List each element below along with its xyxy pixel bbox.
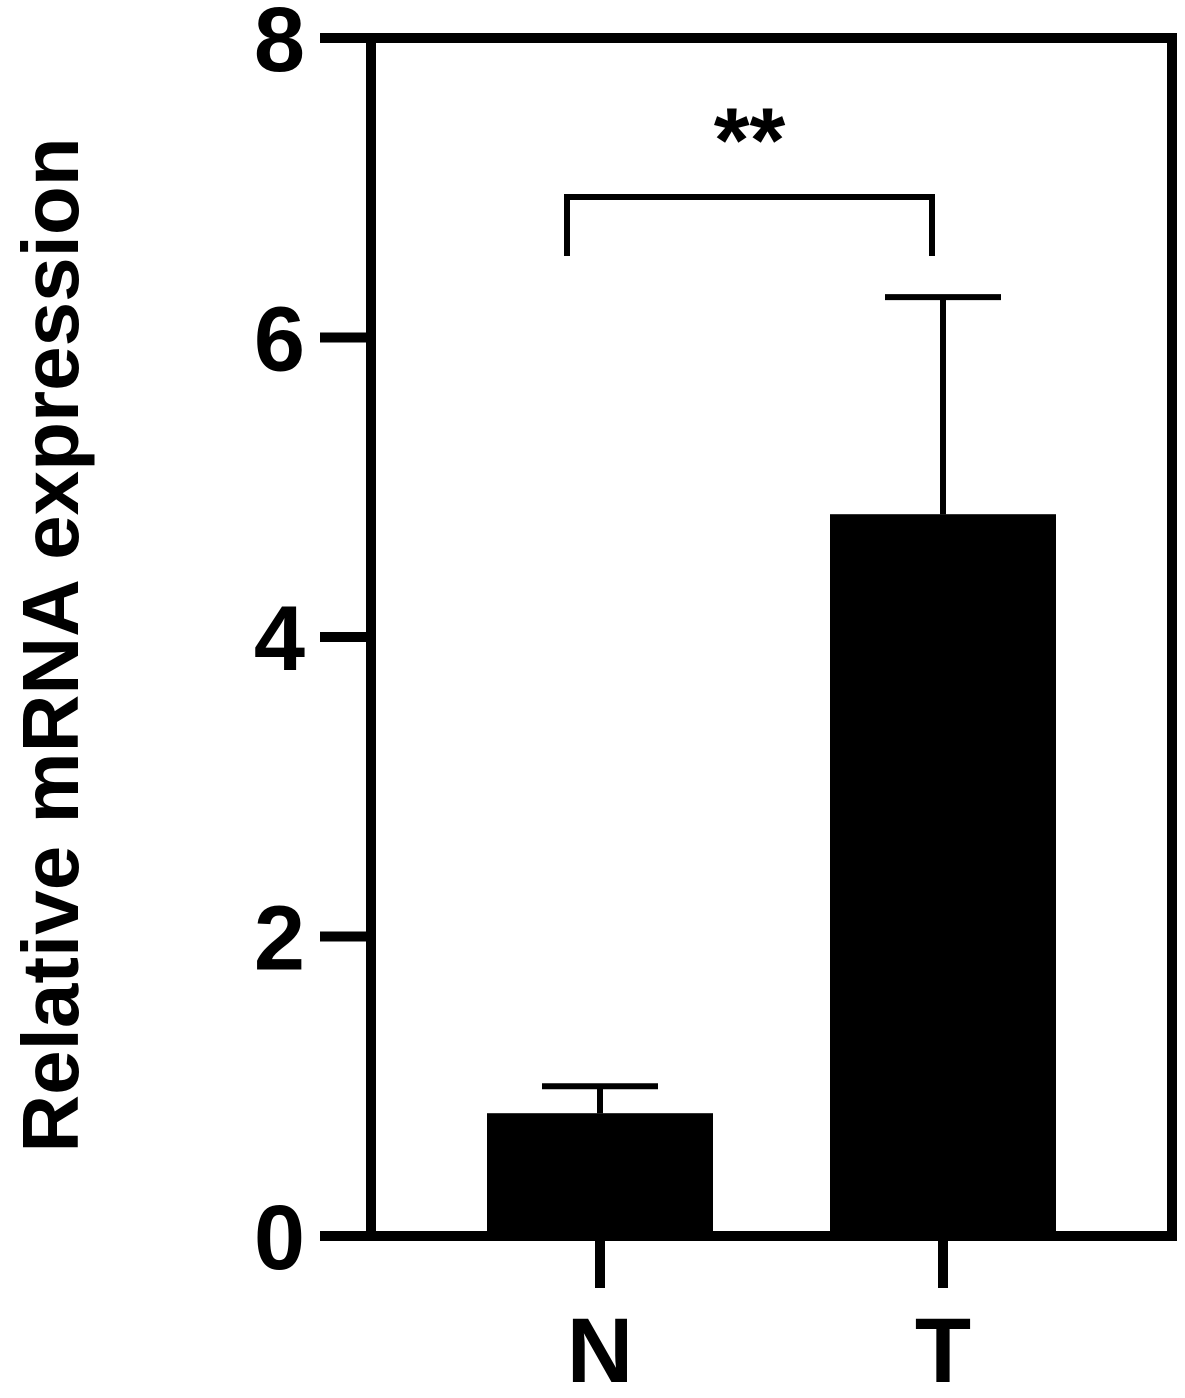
bar-t [830,514,1056,1236]
y-tick-label: 0 [254,1187,305,1289]
y-tick-label: 8 [254,0,305,91]
y-tick-label: 4 [254,588,305,690]
y-axis-label: Relative mRNA expression [6,137,95,1152]
bar-n [487,1113,713,1236]
significance-bracket [564,194,935,256]
x-tick-label: N [567,1300,633,1393]
y-tick-label: 6 [254,289,305,391]
y-tick-label: 2 [254,888,305,990]
x-tick-label: T [915,1300,971,1393]
significance-label: ** [714,90,786,192]
